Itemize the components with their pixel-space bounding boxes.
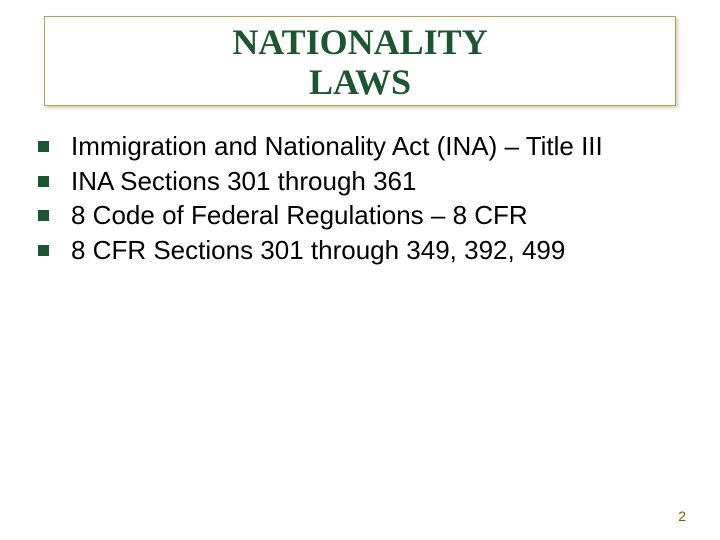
list-item: 8 CFR Sections 301 through 349, 392, 499	[38, 234, 678, 267]
bullet-list: Immigration and Nationality Act (INA) – …	[38, 130, 678, 268]
bullet-text: Immigration and Nationality Act (INA) – …	[71, 130, 603, 163]
title-line-1: NATIONALITY	[232, 22, 487, 62]
list-item: 8 Code of Federal Regulations – 8 CFR	[38, 199, 678, 232]
square-bullet-icon	[38, 141, 49, 152]
list-item: INA Sections 301 through 361	[38, 165, 678, 198]
square-bullet-icon	[38, 210, 49, 221]
title-line-2: LAWS	[309, 62, 411, 102]
bullet-text: INA Sections 301 through 361	[71, 165, 416, 198]
slide-title: NATIONALITY LAWS	[45, 17, 675, 102]
bullet-text: 8 Code of Federal Regulations – 8 CFR	[71, 199, 528, 232]
square-bullet-icon	[38, 245, 49, 256]
title-box: NATIONALITY LAWS	[44, 16, 676, 106]
list-item: Immigration and Nationality Act (INA) – …	[38, 130, 678, 163]
bullet-text: 8 CFR Sections 301 through 349, 392, 499	[71, 234, 565, 267]
page-number: 2	[678, 508, 686, 524]
square-bullet-icon	[38, 176, 49, 187]
